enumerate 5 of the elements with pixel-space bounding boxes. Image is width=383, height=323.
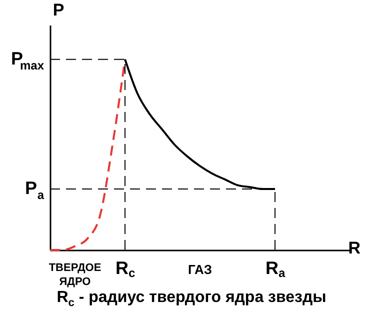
y-axis-title: P bbox=[52, 0, 64, 20]
text: R$_{c}$ - радиус твердого ядра звезды bbox=[56, 289, 328, 310]
x-axis-title: R bbox=[348, 238, 360, 258]
text: ТВЕРДОЕ ЯДРО bbox=[48, 262, 102, 288]
text: ГАЗ bbox=[188, 262, 212, 277]
